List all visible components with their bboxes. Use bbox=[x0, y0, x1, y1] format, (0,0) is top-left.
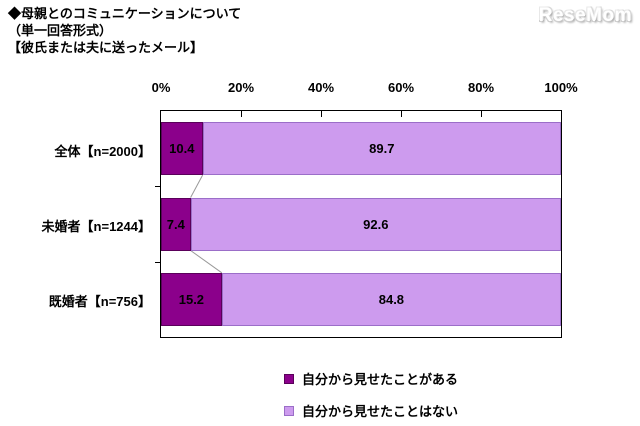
bar-value-label: 15.2 bbox=[178, 291, 205, 307]
chart-title: ◆母親とのコミュニケーションについて （単一回答形式） 【彼氏または夫に送ったメ… bbox=[8, 5, 241, 56]
resemom-logo: ReseMom bbox=[538, 5, 632, 26]
x-axis-tick-label: 20% bbox=[227, 80, 255, 95]
chart-title-line-3: 【彼氏または夫に送ったメール】 bbox=[8, 40, 204, 55]
legend-item: 自分から見せたことはない bbox=[284, 401, 458, 420]
plot-area: 10.4 89.7 7.4 92.6 15.2 84.8 bbox=[155, 110, 562, 338]
x-axis-tick-label: 80% bbox=[467, 80, 495, 95]
bar-row: 15.2 84.8 bbox=[161, 272, 561, 326]
bar-segment-shown: 15.2 bbox=[161, 272, 222, 326]
bar-value-label: 92.6 bbox=[363, 216, 389, 232]
legend-label: 自分から見せたことがある bbox=[302, 372, 459, 387]
x-axis-tick-label: 60% bbox=[387, 80, 415, 95]
bar-segment-not-shown: 84.8 bbox=[221, 272, 561, 326]
bar-row: 7.4 92.6 bbox=[161, 197, 561, 251]
chart-title-line-1: ◆母親とのコミュニケーションについて bbox=[8, 6, 242, 21]
bar-segment-not-shown: 92.6 bbox=[190, 197, 561, 251]
bar-segment-shown: 7.4 bbox=[161, 197, 191, 251]
x-axis-tick-label: 100% bbox=[544, 80, 578, 95]
axis-tick-mark bbox=[241, 111, 242, 117]
axis-tick-mark bbox=[481, 111, 482, 117]
legend-label: 自分から見せたことはない bbox=[302, 404, 459, 419]
axis-tick-mark bbox=[155, 186, 161, 188]
bar-segment-not-shown: 89.7 bbox=[202, 122, 561, 176]
bar-value-label: 7.4 bbox=[166, 216, 185, 232]
bar-value-label: 89.7 bbox=[369, 141, 395, 157]
x-axis-tick-label: 40% bbox=[307, 80, 335, 95]
x-axis-tick-label: 0% bbox=[151, 80, 171, 95]
axis-tick-mark bbox=[401, 111, 402, 117]
bar-value-label: 10.4 bbox=[169, 141, 195, 157]
legend-item: 自分から見せたことがある bbox=[284, 369, 458, 388]
legend-swatch bbox=[284, 373, 294, 384]
legend: 自分から見せたことがある 自分から見せたことはない bbox=[284, 369, 458, 426]
chart-title-line-2: （単一回答形式） bbox=[8, 23, 113, 38]
category-label: 全体【n=2000】 bbox=[54, 143, 151, 159]
bar-row: 10.4 89.7 bbox=[161, 122, 561, 176]
category-label: 既婚者【n=756】 bbox=[48, 294, 151, 310]
bar-segment-shown: 10.4 bbox=[161, 122, 203, 176]
category-label: 未婚者【n=1244】 bbox=[41, 219, 151, 234]
axis-tick-mark bbox=[155, 261, 161, 263]
x-axis-labels: 0% 20% 40% 60% 80% 100% bbox=[0, 80, 640, 95]
legend-swatch bbox=[284, 405, 294, 416]
axis-tick-mark bbox=[321, 111, 322, 117]
bar-value-label: 84.8 bbox=[378, 291, 405, 307]
